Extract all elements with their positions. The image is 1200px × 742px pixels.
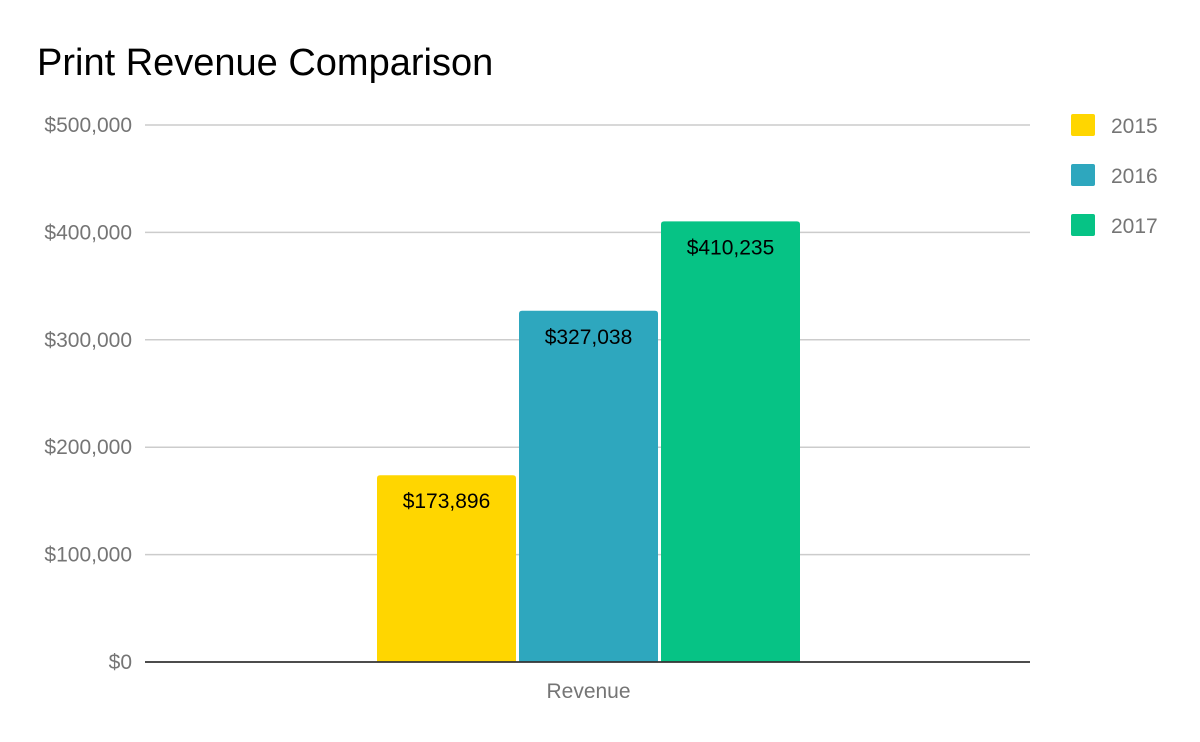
y-tick-label: $0 xyxy=(109,651,132,674)
y-tick-label: $100,000 xyxy=(44,544,132,567)
bar-value-label-2015: $173,896 xyxy=(403,490,491,513)
bar-value-label-2017: $410,235 xyxy=(687,236,775,259)
bars: $173,896 $327,038 $410,235 xyxy=(377,221,800,663)
legend-label-2015: 2015 xyxy=(1111,115,1158,138)
y-tick-label: $400,000 xyxy=(44,221,132,244)
bar-2016 xyxy=(519,310,658,662)
y-tick-label: $300,000 xyxy=(44,329,132,352)
bar-2015 xyxy=(377,475,516,662)
bar-value-label-2016: $327,038 xyxy=(545,326,633,349)
legend-label-2016: 2016 xyxy=(1111,165,1158,188)
x-axis-ticks: Revenue xyxy=(546,680,630,703)
legend: 2015 2016 2017 xyxy=(1071,114,1158,238)
chart-title: Print Revenue Comparison xyxy=(37,42,493,84)
y-axis-ticks: $0 $100,000 $200,000 $300,000 $400,000 $500,0… xyxy=(44,114,132,674)
legend-swatch-2016 xyxy=(1071,164,1095,186)
y-tick-label: $200,000 xyxy=(44,436,132,459)
y-tick-label: $500,000 xyxy=(44,114,132,137)
legend-label-2017: 2017 xyxy=(1111,215,1158,238)
bar-2017 xyxy=(661,221,800,663)
legend-swatch-2015 xyxy=(1071,114,1095,136)
x-tick-label: Revenue xyxy=(546,680,630,703)
legend-swatch-2017 xyxy=(1071,214,1095,236)
